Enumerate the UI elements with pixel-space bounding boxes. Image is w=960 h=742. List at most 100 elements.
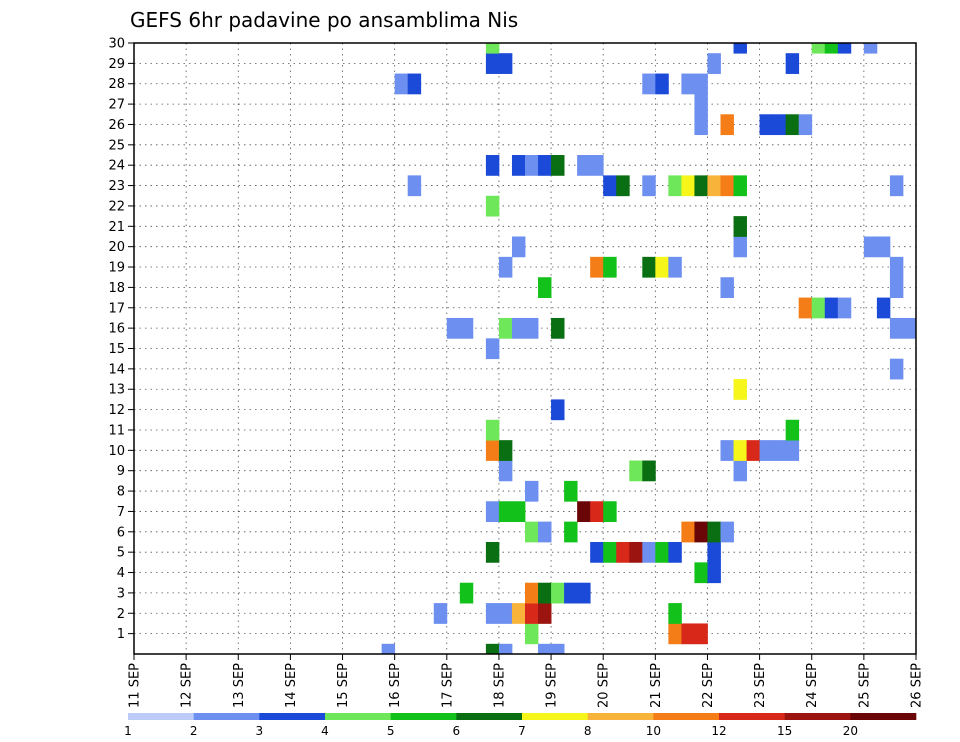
- heatmap-cell: [603, 501, 617, 523]
- heatmap-cell: [577, 501, 591, 523]
- y-tick-label: 7: [117, 505, 125, 520]
- heatmap-cell: [798, 297, 813, 319]
- heatmap-cell: [694, 521, 708, 543]
- heatmap-cell: [603, 256, 617, 278]
- y-tick-label: 30: [108, 37, 125, 52]
- heatmap-cell: [525, 603, 539, 624]
- y-tick-label: 22: [108, 199, 125, 214]
- heatmap-cell: [876, 236, 891, 258]
- heatmap-cell: [577, 582, 591, 604]
- x-axis: 11 SEP 12 SEP 13 SEP 14 SEP 15 SEP 16 SEP 17 S…: [128, 654, 925, 708]
- heatmap-cell: [824, 43, 839, 54]
- colorbar-swatch: [850, 713, 917, 720]
- heatmap-cell: [511, 155, 526, 176]
- colorbar-swatch: [193, 713, 260, 720]
- heatmap-cell: [551, 317, 565, 339]
- y-axis: 1234567891011121314151617181920212223242…: [108, 37, 134, 642]
- heatmap-cell: [590, 256, 604, 278]
- heatmap-cell: [551, 155, 565, 176]
- heatmap-cell: [889, 256, 904, 278]
- heatmap-cell: [616, 175, 630, 197]
- heatmap-cell: [511, 501, 526, 523]
- heatmap-cell: [694, 93, 708, 115]
- heatmap-cell: [707, 175, 721, 197]
- y-tick-label: 19: [108, 261, 125, 276]
- y-tick-label: 9: [117, 464, 125, 479]
- y-tick-label: 2: [117, 607, 125, 622]
- colorbar-label: 3: [256, 724, 264, 738]
- heatmap-cell: [694, 175, 708, 197]
- x-tick-label: 19 SEP: [545, 663, 560, 708]
- colorbar-label: 2: [190, 724, 198, 738]
- heatmap-cell: [668, 603, 682, 624]
- heatmap-cell: [759, 440, 774, 461]
- colorbar-label: 15: [777, 724, 792, 738]
- heatmap-cell: [498, 53, 513, 74]
- heatmap-cell: [394, 73, 409, 95]
- y-tick-label: 24: [108, 159, 125, 174]
- y-tick-label: 27: [108, 98, 125, 113]
- x-tick-label: 15 SEP: [336, 663, 351, 708]
- heatmap-cell: [459, 317, 474, 339]
- y-tick-label: 16: [108, 322, 125, 337]
- heatmap-cell: [538, 155, 552, 176]
- x-tick-label: 22 SEP: [701, 663, 716, 708]
- colorbar-label: 12: [711, 724, 726, 738]
- heatmap-cell: [433, 603, 448, 624]
- heatmap-cell: [603, 541, 617, 563]
- heatmap-cell: [485, 603, 500, 624]
- colorbar-label: 8: [584, 724, 592, 738]
- heatmap-cell: [707, 541, 721, 563]
- x-tick-label: 23 SEP: [753, 663, 768, 708]
- y-tick-label: 17: [108, 301, 125, 316]
- heatmap-cell: [498, 440, 513, 461]
- heatmap-cell: [525, 582, 539, 604]
- heatmap-cell: [485, 643, 500, 655]
- heatmap-cell: [707, 562, 721, 584]
- heatmap-cell: [746, 440, 760, 461]
- x-tick-label: 18 SEP: [492, 663, 507, 708]
- heatmap-cell: [720, 175, 734, 197]
- x-tick-label: 26 SEP: [910, 663, 925, 708]
- heatmap-cell: [485, 501, 500, 523]
- heatmap-cell: [485, 440, 500, 461]
- heatmap-cell: [446, 317, 461, 339]
- heatmap-cell: [498, 643, 513, 655]
- heatmap-cell: [485, 419, 500, 441]
- heatmap-cell: [733, 440, 747, 461]
- heatmap-cell: [590, 541, 604, 563]
- heatmap-cell: [498, 501, 513, 523]
- heatmap-cell: [551, 643, 565, 655]
- x-tick-label: 25 SEP: [857, 663, 872, 708]
- heatmap-cell: [498, 256, 513, 278]
- y-tick-label: 20: [108, 240, 125, 255]
- heatmap-cell: [694, 562, 708, 584]
- heatmap-cell: [798, 114, 813, 136]
- y-tick-label: 8: [117, 485, 125, 500]
- heatmap-cell: [407, 175, 422, 197]
- x-tick-label: 11 SEP: [128, 663, 143, 708]
- heatmap-cell: [694, 623, 708, 645]
- heatmap-cell: [733, 43, 747, 54]
- heatmap-cell: [655, 541, 669, 563]
- y-tick-label: 28: [108, 77, 125, 92]
- x-tick-label: 21 SEP: [649, 663, 664, 708]
- heatmap-cell: [889, 358, 904, 380]
- colorbar-label: 4: [321, 724, 329, 738]
- colorbar-label: 20: [843, 724, 858, 738]
- heatmap-cell: [785, 419, 800, 441]
- heatmap-cell: [889, 175, 904, 197]
- heatmap-cell: [902, 317, 917, 339]
- heatmap-cell: [733, 175, 747, 197]
- heatmap-cell: [720, 277, 734, 298]
- heatmap-cell: [681, 73, 695, 95]
- heatmap-cell: [511, 603, 526, 624]
- heatmap-cell: [837, 43, 852, 54]
- heatmap-cell: [668, 623, 682, 645]
- heatmap-cell: [681, 521, 695, 543]
- heatmap-cell: [772, 440, 787, 461]
- y-tick-label: 23: [108, 179, 125, 194]
- heatmap-cell: [616, 541, 630, 563]
- heatmap-cell: [720, 521, 734, 543]
